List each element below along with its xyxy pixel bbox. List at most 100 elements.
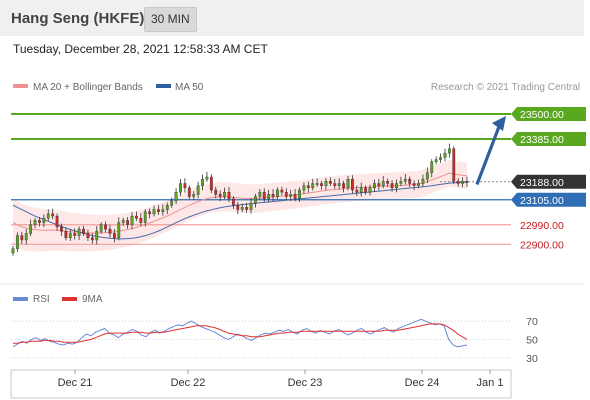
candle-body — [179, 183, 182, 193]
candle-body — [60, 226, 63, 232]
candle-body — [245, 207, 249, 210]
candle-body — [55, 215, 59, 228]
candle-body — [218, 194, 222, 197]
candle-body — [196, 185, 200, 195]
candle-body — [386, 181, 390, 184]
timeframe-button[interactable]: 30 MIN — [144, 7, 197, 32]
credit-text: Research © 2021 Trading Central — [431, 82, 580, 93]
candle-body — [262, 191, 266, 199]
ma20-legend-swatch — [13, 84, 28, 88]
candle-body — [86, 233, 90, 238]
x-tick-label: Dec 21 — [58, 377, 93, 389]
rsi-legend-label: RSI — [33, 294, 50, 305]
candle-body — [68, 233, 72, 238]
candle-body — [135, 215, 138, 219]
rsi-ma-line — [13, 323, 468, 344]
rsi-ma-legend-swatch — [62, 297, 77, 301]
candle-body — [249, 202, 253, 210]
projection-arrow-head — [492, 116, 506, 132]
candle-body — [465, 181, 469, 183]
candle-body — [82, 228, 85, 234]
level-label-23188.00: 23188.00 — [520, 177, 564, 189]
bollinger-band — [13, 159, 467, 252]
candle-body — [20, 235, 24, 241]
candle-body — [11, 248, 15, 254]
candle-body — [368, 187, 372, 193]
candle-body — [209, 176, 213, 191]
candle-body — [33, 220, 37, 225]
candles-layer — [11, 143, 469, 256]
bollinger-band-layer — [13, 159, 467, 252]
candle-body — [298, 189, 301, 199]
candle-body — [337, 183, 341, 186]
level-label-23500.00: 23500.00 — [520, 109, 564, 121]
candle-body — [104, 224, 107, 230]
level-tag-23188.00 — [511, 174, 586, 189]
candle-body — [346, 178, 350, 189]
candle-body — [254, 196, 257, 204]
timestamp: Tuesday, December 28, 2021 12:58:33 AM C… — [13, 42, 268, 56]
candle-body — [399, 181, 403, 184]
candle-body — [284, 191, 288, 197]
candle-body — [421, 178, 425, 184]
candle-body — [29, 224, 33, 234]
candle-body — [447, 148, 451, 154]
level-tag-23500.00 — [511, 107, 586, 122]
candle-body — [461, 181, 464, 184]
candle-body — [333, 183, 337, 186]
x-axis-layer: Dec 21 Dec 22 Dec 23 Dec 24 Jan 1 — [58, 370, 503, 389]
candle-body — [355, 189, 359, 193]
candle-body — [324, 181, 328, 186]
candle-body — [77, 228, 81, 236]
candle-body — [359, 187, 363, 193]
ma50-legend-label: MA 50 — [175, 82, 204, 93]
candle-body — [192, 194, 196, 197]
candle-body — [161, 209, 165, 212]
candle-body — [417, 183, 420, 186]
candle-body — [157, 209, 160, 212]
candle-body — [315, 183, 319, 185]
candle-body — [112, 233, 116, 238]
level-tag-23105.00 — [511, 192, 586, 207]
candle-body — [434, 159, 438, 162]
candle-body — [174, 191, 178, 202]
instrument-title: Hang Seng (HKFE) — [11, 10, 145, 27]
projection-arrow-shaft — [475, 123, 502, 185]
candle-body — [452, 148, 456, 182]
candle-body — [328, 181, 332, 184]
candle-body — [395, 183, 398, 189]
candle-body — [95, 231, 99, 241]
candle-body — [289, 194, 293, 197]
candle-body — [403, 178, 407, 182]
candle-body — [412, 183, 416, 186]
candle-body — [73, 233, 77, 236]
candle-body — [165, 205, 169, 210]
candle-body — [258, 191, 262, 197]
candle-body — [16, 235, 19, 249]
x-tick-label: Dec 23 — [288, 377, 323, 389]
candle-body — [320, 183, 323, 186]
candle-body — [293, 194, 297, 199]
rsi-ma-legend-label: 9MA — [82, 294, 103, 305]
candle-body — [117, 222, 121, 238]
ma50-legend-swatch — [156, 84, 171, 88]
candle-body — [139, 218, 143, 223]
candle-body — [364, 187, 368, 193]
candle-body — [456, 181, 460, 184]
rsi-tick-70: 70 — [526, 316, 538, 328]
candle-body — [38, 220, 41, 223]
candle-body — [223, 191, 226, 197]
level-tag-23385.00 — [511, 131, 586, 146]
candle-body — [425, 172, 429, 180]
header-bar: Hang Seng (HKFE) 30 MIN — [0, 0, 584, 36]
candle-body — [267, 194, 271, 199]
candle-body — [143, 211, 147, 223]
candle-body — [24, 233, 28, 241]
candle-body — [408, 178, 412, 184]
candle-body — [350, 178, 354, 191]
candle-body — [342, 183, 345, 189]
candle-body — [443, 152, 447, 158]
level-label-22990.00: 22990.00 — [520, 220, 564, 232]
candle-body — [306, 185, 310, 189]
